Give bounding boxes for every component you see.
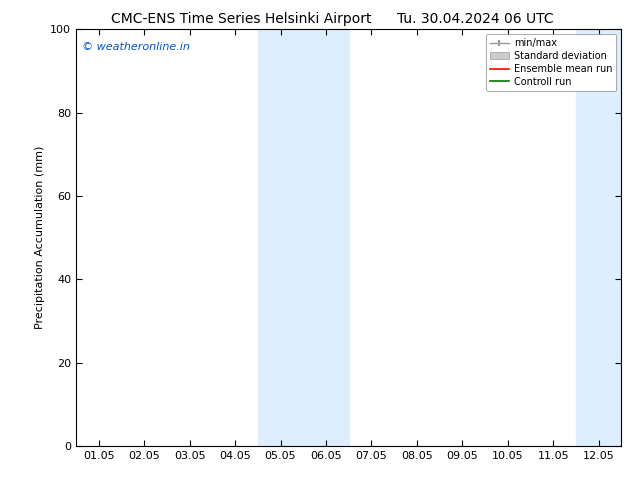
Text: © weatheronline.in: © weatheronline.in — [82, 42, 190, 52]
Bar — [303, 29, 349, 446]
Text: CMC-ENS Time Series Helsinki Airport: CMC-ENS Time Series Helsinki Airport — [111, 12, 371, 26]
Text: Tu. 30.04.2024 06 UTC: Tu. 30.04.2024 06 UTC — [397, 12, 554, 26]
Legend: min/max, Standard deviation, Ensemble mean run, Controll run: min/max, Standard deviation, Ensemble me… — [486, 34, 616, 91]
Y-axis label: Precipitation Accumulation (mm): Precipitation Accumulation (mm) — [35, 146, 44, 329]
Bar — [258, 29, 303, 446]
Bar — [576, 29, 621, 446]
Bar — [621, 29, 634, 446]
